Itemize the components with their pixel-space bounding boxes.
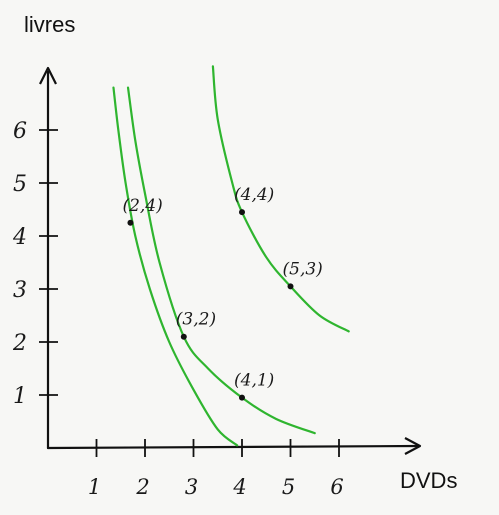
axes: 1 2 3 4 5 6 1 2 3 4 5 6 <box>12 66 422 499</box>
indifference-curve-3 <box>211 65 350 333</box>
x-tick-label: 5 <box>282 475 295 499</box>
y-tick-label: 2 <box>12 331 27 356</box>
y-tick-label: 1 <box>13 384 27 409</box>
x-axis-arrow <box>404 437 422 455</box>
point-label-1: (2,4) <box>122 196 162 216</box>
data-points: (2,4) (3,2) (4,1) (4,4) (5,3) <box>122 185 323 401</box>
point-1 <box>127 219 134 226</box>
point-3 <box>239 394 245 401</box>
y-tick-label: 5 <box>13 172 27 197</box>
point-label-3: (4,1) <box>234 371 274 391</box>
x-axis-line <box>46 444 420 450</box>
x-tick-label: 6 <box>330 475 343 499</box>
x-tick-label: 4 <box>232 475 246 499</box>
point-4 <box>239 209 245 216</box>
x-tick-label: 2 <box>135 475 149 499</box>
y-tick-label: 6 <box>13 119 27 144</box>
indifference-curves <box>112 65 350 447</box>
y-tick-label: 4 <box>12 225 27 250</box>
point-label-4: (4,4) <box>234 185 274 205</box>
point-5 <box>287 283 294 290</box>
y-axis-label: livres <box>24 12 75 37</box>
x-tick-label: 1 <box>88 475 101 499</box>
point-2 <box>180 333 187 340</box>
y-tick-label: 3 <box>13 278 27 303</box>
point-label-2: (3,2) <box>176 310 216 330</box>
x-axis-label: DVDs <box>400 468 457 493</box>
x-tick-label: 3 <box>185 475 198 499</box>
point-label-5: (5,3) <box>283 259 323 279</box>
indifference-curve-1 <box>112 86 239 447</box>
y-axis-arrow <box>39 66 57 85</box>
